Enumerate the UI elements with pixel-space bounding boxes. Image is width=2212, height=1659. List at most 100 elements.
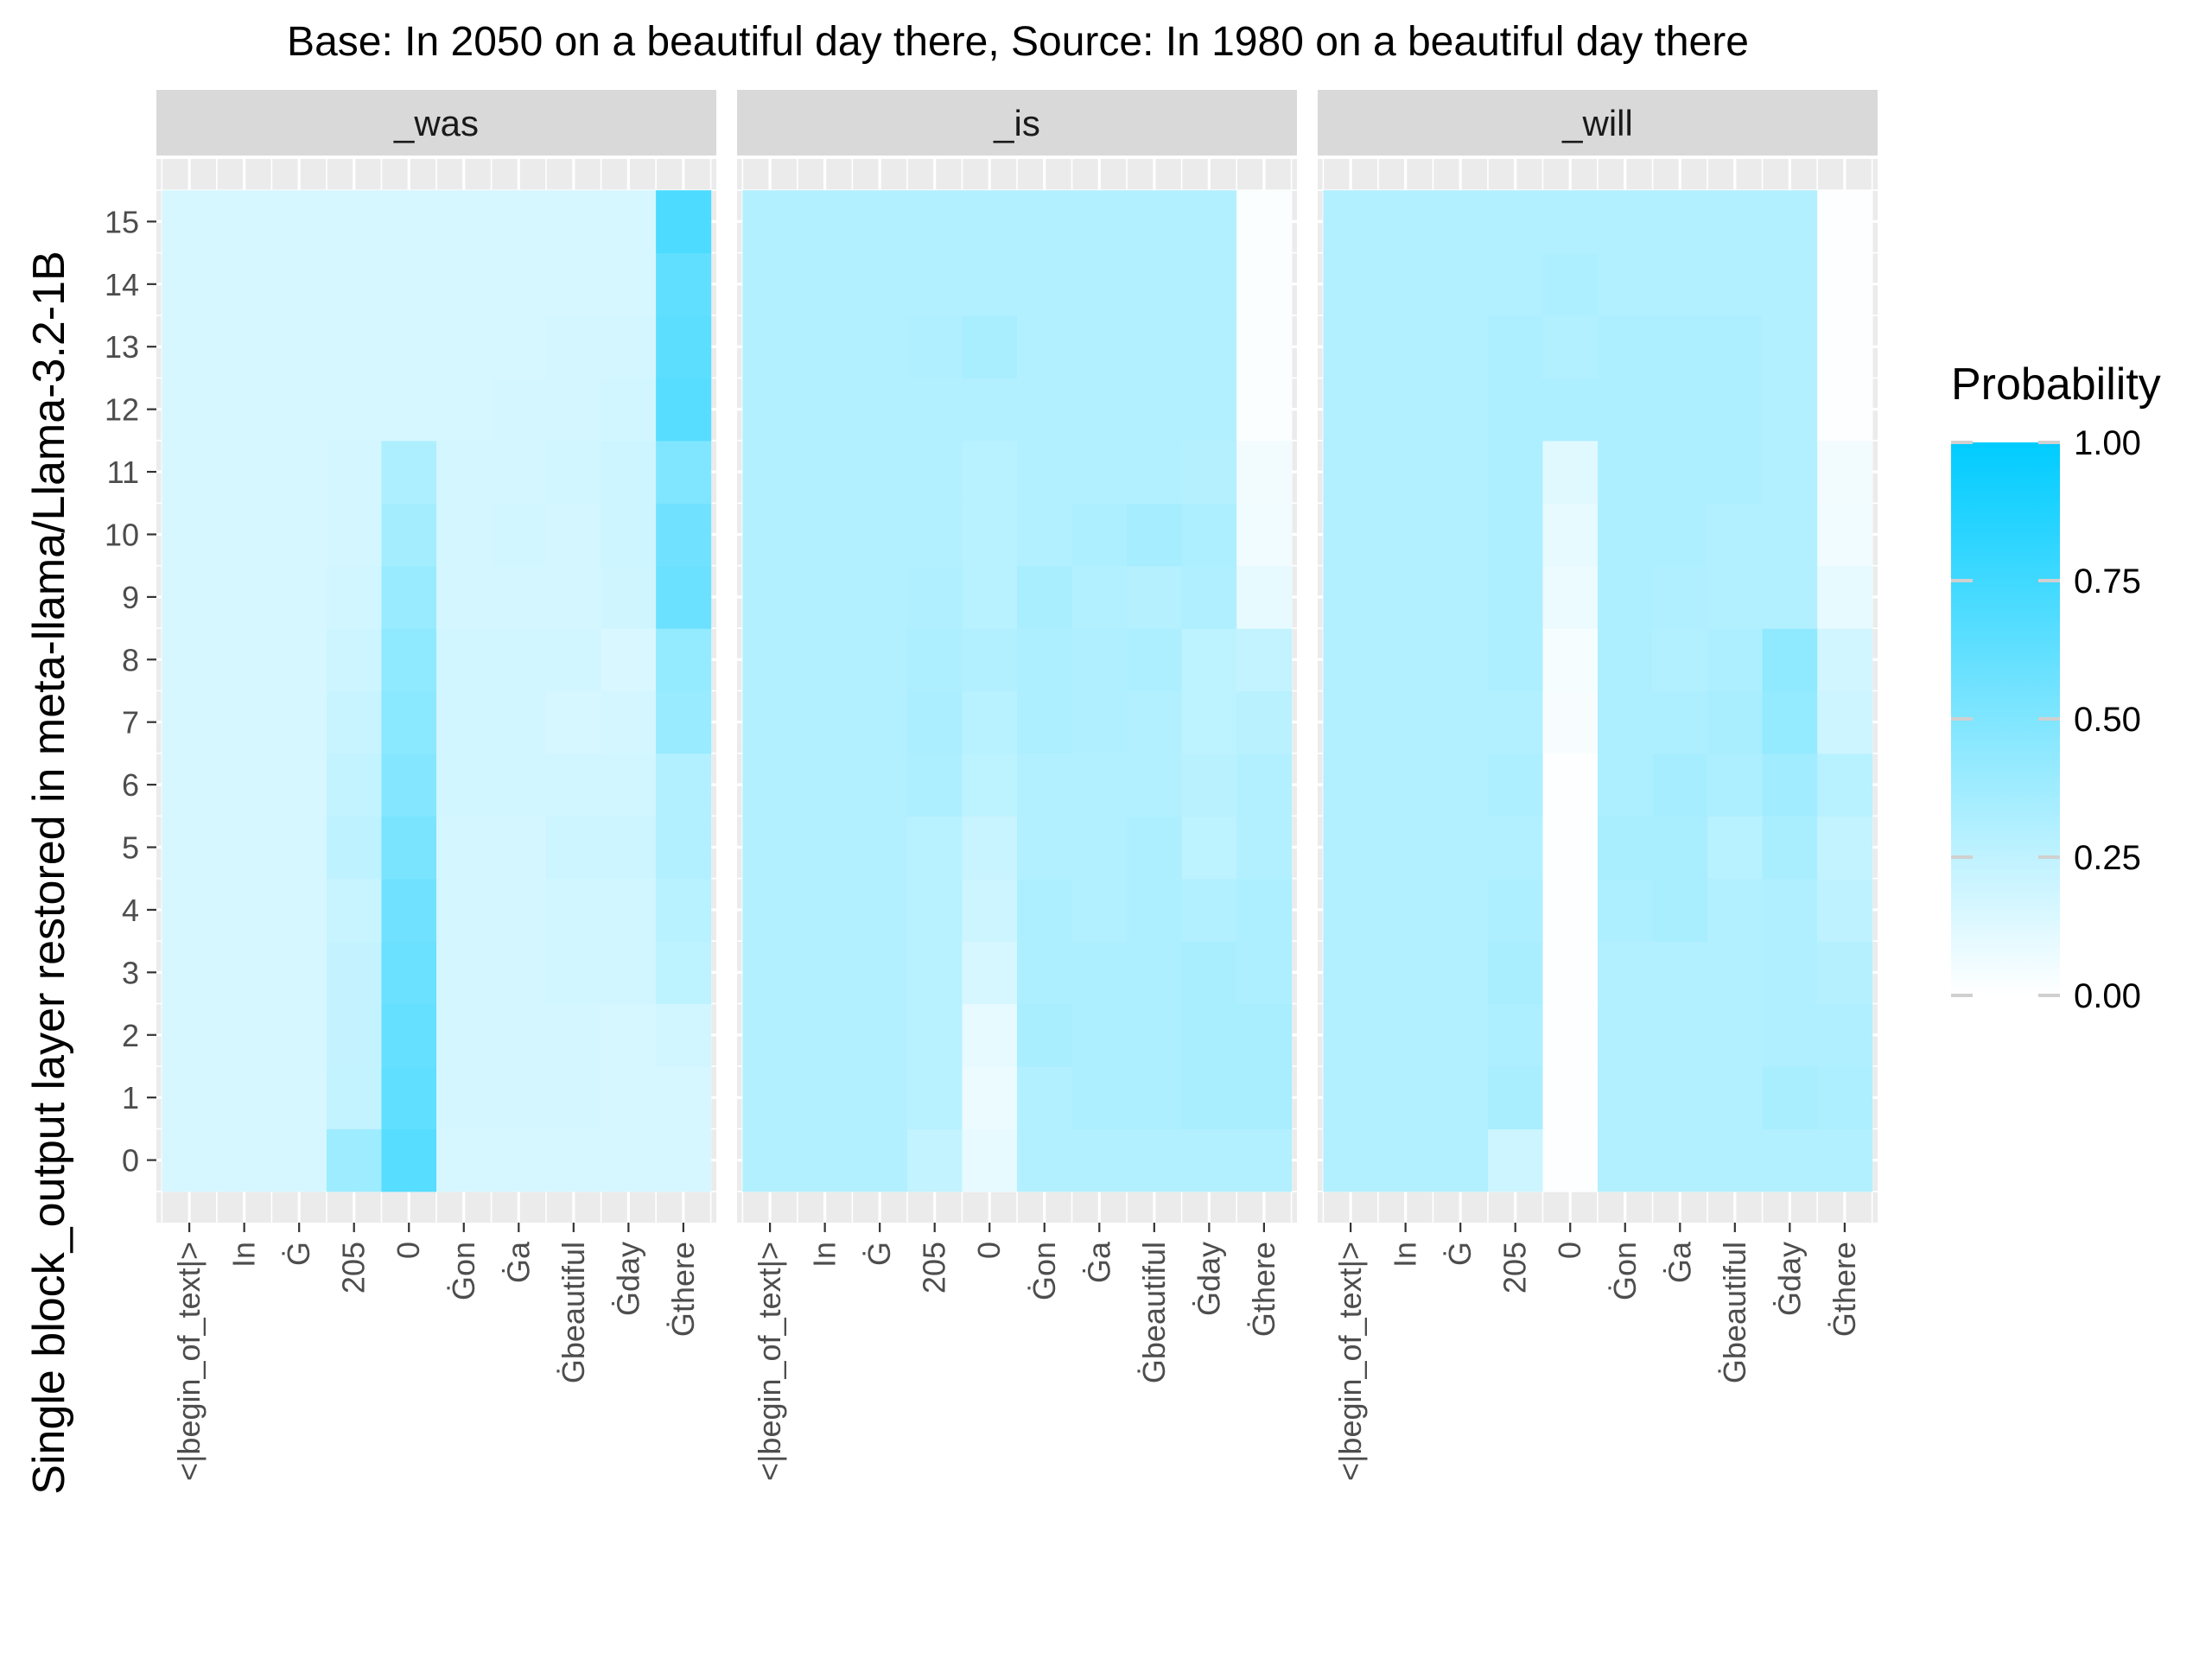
heatmap-cell <box>1127 440 1183 504</box>
heatmap-cell <box>601 378 657 442</box>
heatmap-cell <box>162 315 218 379</box>
heatmap-cell <box>271 1065 327 1129</box>
heatmap-cell <box>1817 503 1873 567</box>
heatmap-cell <box>1762 378 1818 442</box>
heatmap-cell <box>216 1128 273 1192</box>
heatmap-cell <box>1071 1065 1128 1129</box>
heatmap-cell <box>1127 503 1183 567</box>
heatmap-cell <box>1598 690 1654 754</box>
heatmap-cell <box>1598 878 1654 942</box>
y-tick-label: 1 <box>122 1080 139 1116</box>
heatmap-cell <box>601 753 657 817</box>
heatmap-cell <box>1487 190 1544 254</box>
heatmap-cell <box>1762 315 1818 379</box>
x-tick-label: 0 <box>391 1242 426 1259</box>
heatmap-cell <box>1652 1065 1708 1129</box>
heatmap-cell <box>797 565 854 629</box>
heatmap-cell <box>216 252 273 316</box>
heatmap-cell <box>162 690 218 754</box>
heatmap-cell <box>601 190 657 254</box>
heatmap-cell <box>1377 1003 1434 1067</box>
heatmap-cell <box>491 315 547 379</box>
y-tick-label: 9 <box>122 580 139 615</box>
heatmap-cell <box>1762 1065 1818 1129</box>
heatmap-cell <box>216 315 273 379</box>
heatmap-cell <box>1377 1128 1434 1192</box>
heatmap-cell <box>271 816 327 880</box>
heatmap-cell <box>601 1003 657 1067</box>
heatmap-cell <box>1181 941 1237 1005</box>
heatmap-cell <box>601 440 657 504</box>
heatmap-cell <box>436 565 493 629</box>
heatmap-cell <box>326 753 383 817</box>
heatmap-cell <box>1762 252 1818 316</box>
heatmap-cell <box>1762 816 1818 880</box>
heatmap-cell <box>491 252 547 316</box>
heatmap-cell <box>906 1128 963 1192</box>
heatmap-cell <box>1707 690 1764 754</box>
heatmap-cell <box>1236 1128 1293 1192</box>
heatmap-cell <box>962 1003 1018 1067</box>
y-tick-label: 14 <box>105 267 139 302</box>
x-tick-label: Ġbeautiful <box>1136 1242 1172 1383</box>
heatmap-cell <box>546 1003 602 1067</box>
heatmap-cell <box>1017 252 1073 316</box>
heatmap-cell <box>1652 816 1708 880</box>
heatmap-cell <box>1817 878 1873 942</box>
heatmap-cell <box>742 503 798 567</box>
heatmap-cell <box>601 565 657 629</box>
heatmap-cell <box>1707 1065 1764 1129</box>
heatmap-cell <box>1817 440 1873 504</box>
heatmap-cell <box>1433 503 1489 567</box>
heatmap-cell <box>656 252 712 316</box>
heatmap-cell <box>906 816 963 880</box>
heatmap-cell <box>656 816 712 880</box>
heatmap-cell <box>326 565 383 629</box>
heatmap-cell <box>1181 753 1237 817</box>
x-tick-label: Ġthere <box>1827 1242 1862 1337</box>
y-axis-title: Single block_output layer restored in me… <box>24 251 74 1494</box>
heatmap-cell <box>546 1128 602 1192</box>
legend-ticks: 1.00 0.75 0.50 0.25 0.00 <box>1951 424 2141 1015</box>
heatmap-cell <box>601 503 657 567</box>
heatmap-cell <box>1707 565 1764 629</box>
heatmap-cell <box>1707 1128 1764 1192</box>
heatmap-cell <box>601 941 657 1005</box>
heatmap-cell <box>1652 690 1708 754</box>
heatmap-cell <box>1236 753 1293 817</box>
heatmap-cell <box>1127 315 1183 379</box>
heatmap-cell <box>326 878 383 942</box>
heatmap-cell <box>1127 190 1183 254</box>
heatmap-cell <box>656 565 712 629</box>
y-tick-label: 7 <box>122 705 139 741</box>
facet-panels: _was<|begin_of_text|> In Ġ 205 0 Ġon Ġa Ġbeauti… <box>105 90 1878 1481</box>
heatmap-cell <box>962 565 1018 629</box>
heatmap-cell <box>797 190 854 254</box>
heatmap-cell <box>271 315 327 379</box>
y-tick-label: 11 <box>107 454 139 490</box>
heatmap-cell <box>381 816 437 880</box>
heatmap-cell <box>162 565 218 629</box>
heatmap-cell <box>491 190 547 254</box>
heatmap-cell <box>1817 315 1873 379</box>
heatmap-cell <box>1323 378 1379 442</box>
heatmap-cell <box>546 378 602 442</box>
facet-strip <box>737 90 1297 156</box>
heatmap-cell <box>1707 753 1764 817</box>
heatmap-cell <box>1377 816 1434 880</box>
x-tick-label: Ġa <box>1081 1241 1116 1283</box>
heatmap-cell <box>1542 440 1599 504</box>
heatmap-cell <box>326 941 383 1005</box>
heatmap-cell <box>1181 252 1237 316</box>
heatmap-cell <box>1236 503 1293 567</box>
heatmap-cell <box>216 941 273 1005</box>
heatmap-cell <box>1707 1003 1764 1067</box>
heatmap-cell <box>962 252 1018 316</box>
heatmap-cell <box>1323 190 1379 254</box>
heatmap-cell <box>962 440 1018 504</box>
x-tick-label: Ġon <box>446 1242 481 1300</box>
heatmap-cell <box>1652 941 1708 1005</box>
legend-label: 1.00 <box>2074 424 2141 462</box>
heatmap-cell <box>1487 941 1544 1005</box>
heatmap-cell <box>656 753 712 817</box>
